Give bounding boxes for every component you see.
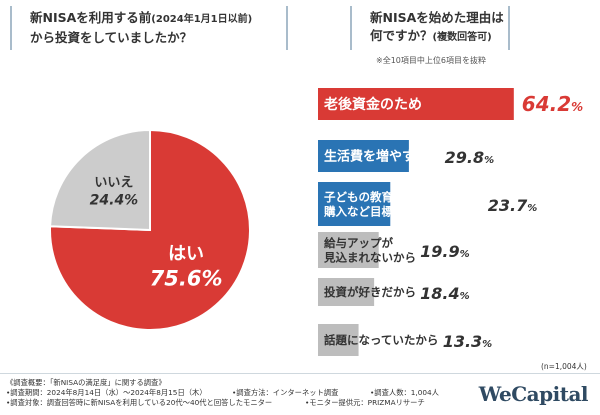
bar-5 [318, 324, 359, 356]
bar-value-2: 23.7% [488, 196, 538, 215]
footer: 《調査概要：「新NISAの満足度」に関する調査》 •調査期間：2024年8月14… [0, 373, 600, 415]
bar-value-4: 18.4% [420, 284, 470, 303]
pie-slice-1 [49, 128, 151, 232]
pie-label-1: いいえ [94, 176, 133, 191]
bar-label-1-0: 生活費を増やすため [324, 149, 441, 165]
left-question-box: 新NISAを利用する前(2024年1月1日以前) から投資をしていましたか？ [10, 6, 288, 50]
pie-label-0: はい [168, 243, 204, 264]
survey-count: •調査人数：1,004人 [370, 388, 439, 397]
right-question-line2: 何ですか？(複数回答可) [370, 28, 492, 43]
monitor-provider: •モニター提供元：PRIZMAリサーチ [305, 398, 425, 407]
bar-label-3-1: 見込まれないから [323, 250, 416, 264]
bar-4 [318, 278, 375, 306]
pie-value-1: 24.4% [90, 193, 139, 209]
bar-label-2-0: 子どもの教育資金・マイホーム [324, 190, 485, 204]
bar-label-3-0: 給与アップが [324, 236, 393, 250]
survey-period: •調査期間：2024年8月14日（水）〜2024年8月15日（木） [6, 388, 207, 397]
selection-note: ※全10項目中上位6項目を抜粋 [376, 56, 486, 65]
bar-0 [318, 88, 514, 120]
bar-2 [318, 182, 391, 226]
bar-value-0: 64.2% [522, 92, 583, 116]
sample-size: (n=1,004人) [541, 362, 587, 371]
left-question-line2: から投資をしていましたか？ [30, 30, 193, 45]
brand-logo: WeCapital [478, 382, 589, 406]
bar-value-5: 13.3% [443, 332, 493, 351]
bar-3 [318, 232, 379, 268]
bar-label-5-0: 話題になっていたから [324, 333, 438, 347]
survey-title: 《調査概要：「新NISAの満足度」に関する調査》 [6, 378, 166, 387]
survey-method: •調査方法：インターネット調査 [232, 388, 339, 397]
bar-value-3: 19.9% [420, 242, 470, 261]
left-question-line1: 新NISAを利用する前(2024年1月1日以前) [30, 10, 253, 25]
right-question-line1: 新NISAを始めた理由は [370, 10, 504, 25]
bar-label-4-0: 投資が好きだから [324, 285, 416, 299]
bar-1 [318, 140, 409, 172]
right-question-box: 新NISAを始めた理由は 何ですか？(複数回答可) [350, 6, 510, 50]
bar-label-2-1: 購入など目標金額達成のため [323, 204, 474, 218]
bar-value-1: 29.8% [445, 148, 495, 167]
survey-target: •調査対象：調査回答時に新NISAを利用している20代〜40代と回答したモニター [6, 398, 273, 407]
bar-label-0-0: 老後資金のため [324, 96, 422, 113]
pie-value-0: 75.6% [150, 266, 223, 290]
